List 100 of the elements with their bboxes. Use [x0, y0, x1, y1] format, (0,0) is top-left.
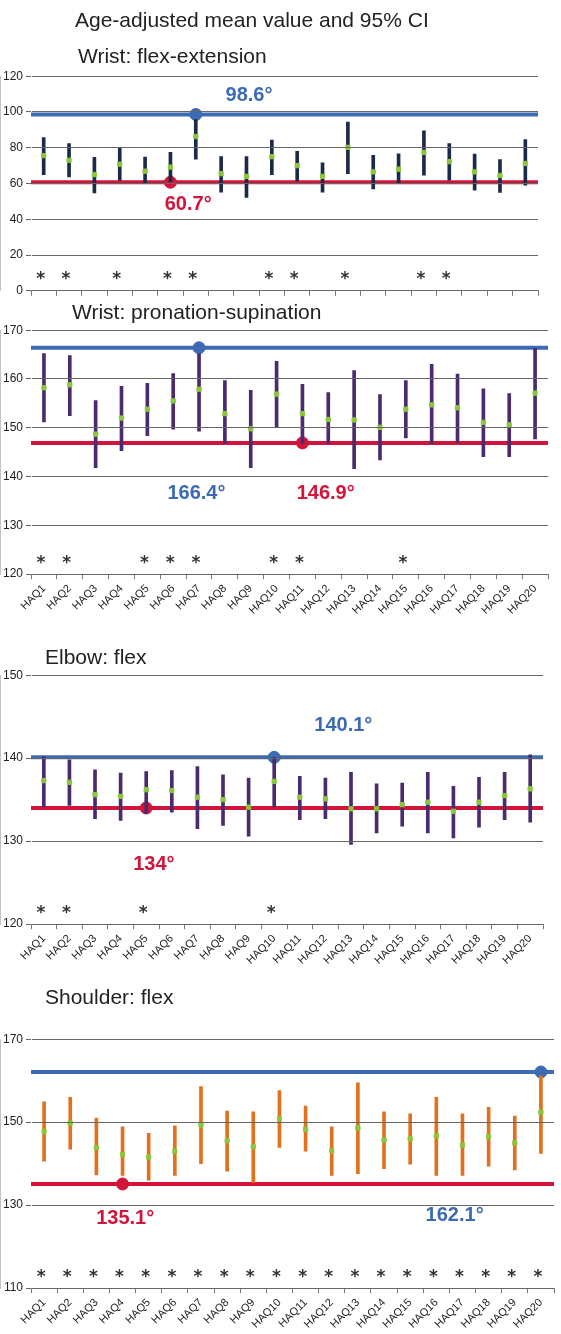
point — [480, 419, 486, 426]
bar — [408, 1113, 413, 1165]
point — [472, 169, 478, 175]
point — [421, 149, 427, 155]
annotation: * — [36, 901, 46, 922]
annotation: * — [416, 268, 426, 289]
annotation: * — [289, 268, 299, 289]
point — [170, 398, 176, 404]
point — [66, 779, 73, 785]
bar — [507, 393, 512, 457]
annotation: * — [141, 1265, 151, 1286]
ref-line-label: 134° — [133, 851, 175, 874]
point — [172, 1148, 178, 1154]
ref-line-label: 135.1° — [96, 1205, 155, 1228]
chart-subtitle: Wrist: flex-extension — [78, 44, 267, 68]
bar — [346, 121, 350, 174]
point — [118, 415, 125, 421]
annotation: * — [139, 551, 149, 572]
point — [248, 426, 254, 432]
point — [319, 173, 326, 179]
point — [425, 799, 431, 805]
annotation: * — [167, 1265, 177, 1286]
point — [194, 794, 201, 800]
annotation: * — [269, 551, 279, 572]
bar — [93, 769, 97, 820]
annotation: * — [62, 1265, 72, 1286]
point — [222, 411, 228, 417]
annotation: * — [61, 901, 71, 922]
bar — [329, 1126, 334, 1176]
point — [143, 787, 149, 793]
y-tick-label: 0 — [16, 283, 24, 298]
ref-line-label: 60.7° — [164, 192, 212, 215]
point — [501, 792, 508, 799]
y-tick-label: 100 — [2, 104, 24, 119]
annotation: * — [441, 268, 451, 289]
point — [351, 417, 357, 423]
point — [429, 402, 435, 408]
y-tick-label: 120 — [2, 566, 24, 581]
y-tick-label: 150 — [2, 1114, 24, 1129]
bar — [352, 370, 356, 470]
point — [370, 169, 376, 175]
point — [146, 1154, 152, 1160]
point — [355, 1125, 361, 1131]
point — [532, 390, 538, 396]
bar — [326, 392, 331, 444]
y-tick-label: 120 — [2, 68, 24, 83]
point — [348, 806, 354, 812]
point — [245, 804, 252, 810]
point — [198, 1122, 204, 1128]
y-tick-label: 140 — [2, 468, 24, 483]
annotation: * — [61, 268, 71, 289]
annotation: * — [36, 551, 46, 572]
ref-line-label: 98.6° — [225, 83, 273, 106]
bar — [528, 754, 533, 823]
y-tick-label: 130 — [2, 1197, 24, 1212]
bar — [171, 373, 176, 430]
point — [243, 173, 250, 179]
annotation: * — [115, 1265, 125, 1286]
point — [486, 1134, 492, 1140]
bar — [67, 355, 72, 416]
point — [250, 1144, 256, 1150]
y-tick-label: 150 — [2, 420, 24, 435]
y-tick-label: 40 — [9, 211, 24, 226]
bar — [378, 394, 382, 461]
bar — [512, 1115, 517, 1171]
bar — [42, 1101, 46, 1162]
point — [433, 1133, 439, 1139]
point — [271, 778, 277, 785]
point — [446, 159, 452, 165]
bar — [404, 380, 408, 439]
chart-title: Elbow: flex — [45, 645, 147, 669]
y-tick-label: 60 — [9, 175, 24, 190]
y-tick-label: 20 — [9, 247, 24, 262]
annotation: * — [507, 1265, 517, 1286]
bar — [429, 364, 434, 444]
point — [169, 787, 175, 794]
point — [459, 1142, 466, 1148]
annotation: * — [481, 1265, 491, 1286]
point — [93, 431, 99, 437]
point — [196, 386, 202, 392]
point — [345, 144, 351, 150]
annotation: * — [62, 551, 72, 572]
annotation: * — [88, 1265, 98, 1286]
point — [329, 1148, 335, 1154]
y-tick-label: 120 — [2, 916, 24, 931]
bar — [533, 347, 537, 440]
point — [273, 391, 280, 397]
annotation: * — [402, 1265, 412, 1286]
annotation: * — [350, 1265, 360, 1286]
point — [92, 792, 98, 798]
bar — [272, 757, 277, 808]
bar — [68, 1096, 73, 1150]
annotation: * — [533, 1265, 543, 1286]
bar — [248, 389, 253, 469]
annotation: * — [264, 268, 274, 289]
point — [297, 794, 303, 800]
bar — [251, 1111, 256, 1183]
bar — [382, 1111, 386, 1169]
bar — [356, 1082, 360, 1174]
ref-line-label: 146.9° — [296, 481, 355, 504]
